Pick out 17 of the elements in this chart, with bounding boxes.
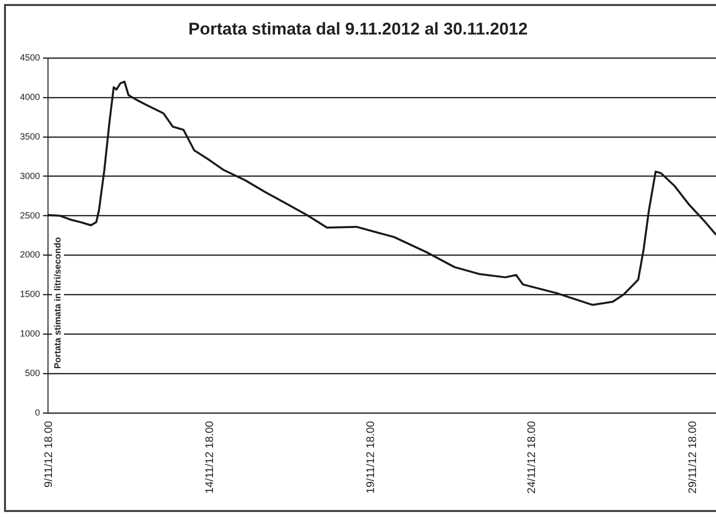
y-tick-label: 4500 xyxy=(20,52,40,62)
chart-title: Portata stimata dal 9.11.2012 al 30.11.2012 xyxy=(188,20,528,39)
y-tick-label: 0 xyxy=(34,407,40,418)
y-tick-label: 2000 xyxy=(20,250,40,260)
y-tick-label: 500 xyxy=(24,368,40,378)
y-tick-label: 3500 xyxy=(20,131,40,142)
x-tick-label: 24/11/12 18.00 xyxy=(526,421,538,494)
x-tick-label: 29/11/12 18.00 xyxy=(686,421,699,494)
y-tick-label: 2500 xyxy=(20,210,40,220)
y-tick-label: 3000 xyxy=(20,170,40,181)
x-tick-label: 9/11/12 18.00 xyxy=(43,421,55,488)
y-tick-label: 1500 xyxy=(20,289,40,300)
x-tick-label: 14/11/12 18.00 xyxy=(204,421,216,494)
y-tick-label: 4000 xyxy=(20,92,40,102)
x-tick-label: 19/11/12 18.00 xyxy=(364,421,377,494)
y-axis-title: Portata stimata in litri/secondo xyxy=(52,236,62,369)
y-tick-label: 1000 xyxy=(20,328,40,339)
